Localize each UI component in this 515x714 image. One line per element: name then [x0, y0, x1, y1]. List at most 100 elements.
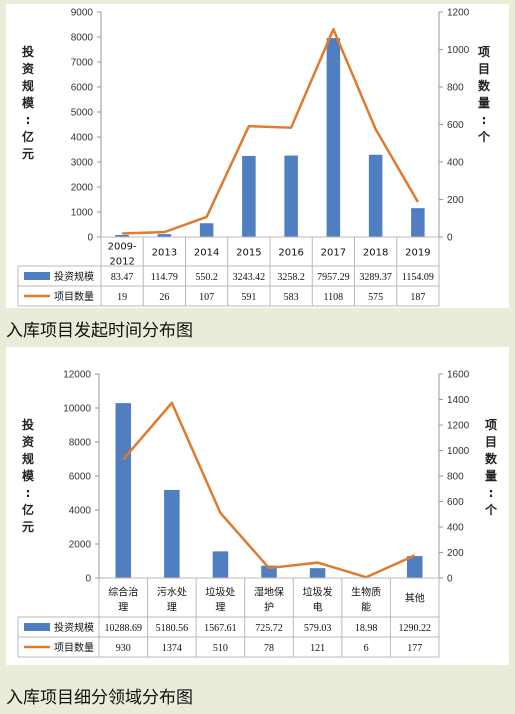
- data-label-line-3: 78: [264, 643, 274, 654]
- chart-panel-time: 0 1000 2000 3000 4000 5000 6000 7000 8000 9000 0 20…: [6, 4, 509, 308]
- y2-tick-label: 1600: [447, 370, 470, 381]
- data-label-bar-1: 5180.56: [156, 623, 189, 634]
- y-axis-title-text: 投资规模:亿元: [22, 417, 35, 534]
- y2-axis-title-text: 项目数量:个: [484, 418, 498, 517]
- y-tick-label: 3000: [71, 158, 94, 169]
- caption-time-distribution: 入库项目发起时间分布图: [6, 321, 193, 341]
- data-label-line-4: 583: [284, 292, 299, 303]
- y-tick-label: 0: [87, 233, 93, 244]
- legend-label-line: 项目数量: [54, 641, 94, 654]
- y-tick-label: 9000: [71, 8, 94, 19]
- data-label-bar-2: 550.2: [195, 272, 218, 283]
- y-tick-label: 6000: [71, 83, 94, 94]
- y-tick-label: 4000: [69, 506, 92, 517]
- data-label-line-0: 19: [117, 292, 127, 303]
- y-axis-title: 投资规模:亿元: [22, 417, 35, 534]
- y-tick-label: 2000: [69, 540, 92, 551]
- y2-tick-label: 200: [447, 195, 464, 206]
- chart-domain-distribution: 0 2000 4000 6000 8000 10000 12000 0 200 400 600 800…: [17, 370, 498, 658]
- data-label-line-5: 6: [364, 643, 369, 654]
- y-tick-label: 5000: [71, 108, 94, 119]
- y2-tick-label: 600: [447, 120, 464, 131]
- y2-tick-label: 1000: [447, 446, 470, 457]
- bar-2: [212, 551, 229, 578]
- data-label-line-2: 510: [213, 643, 228, 654]
- y-tick-label: 12000: [63, 370, 91, 381]
- y2-tick-label: 400: [447, 523, 464, 534]
- legend-label-bar: 投资规模: [54, 270, 94, 283]
- data-label-line-4: 121: [310, 643, 325, 654]
- y-tick-label: 8000: [71, 33, 94, 44]
- bar-6: [368, 154, 383, 237]
- legend-swatch-bar: [24, 623, 50, 631]
- data-label-line-2: 107: [199, 292, 214, 303]
- y2-tick-label: 200: [447, 548, 464, 559]
- data-label-bar-4: 579.03: [304, 623, 332, 634]
- category-label-4: 垃圾发电: [303, 586, 333, 614]
- y-axis-title: 投资规模:亿元: [22, 44, 35, 161]
- bar-4: [284, 155, 298, 237]
- y2-axis-title: 项目数量:个: [477, 45, 491, 144]
- y2-axis-title-text: 项目数量:个: [477, 45, 491, 144]
- y2-tick-label: 1200: [447, 421, 470, 432]
- data-label-bar-7: 1154.09: [402, 272, 434, 283]
- data-label-bar-2: 1567.61: [204, 623, 237, 634]
- category-label-3: 湿地保护: [254, 586, 284, 614]
- bar-1: [164, 489, 180, 578]
- bar-3: [242, 155, 256, 237]
- y2-tick-label: 800: [447, 83, 464, 94]
- chart-time-distribution: 0 1000 2000 3000 4000 5000 6000 7000 8000 9000 0 20…: [17, 8, 491, 307]
- bar-5: [326, 38, 341, 237]
- y-axis-title-text: 投资规模:亿元: [22, 44, 35, 161]
- data-label-line-6: 177: [407, 643, 422, 654]
- y-tick-label: 1000: [71, 208, 94, 219]
- bar-0: [115, 403, 132, 578]
- y2-tick-label: 0: [447, 233, 453, 244]
- data-label-bar-5: 7957.29: [317, 272, 350, 283]
- y-tick-label: 8000: [69, 438, 92, 449]
- y-tick-label: 0: [85, 574, 91, 585]
- y2-tick-label: 1200: [447, 8, 470, 19]
- category-label-6: 2018: [363, 248, 388, 259]
- data-label-line-1: 1374: [162, 643, 182, 654]
- y2-tick-label: 400: [447, 158, 464, 169]
- category-label-5: 2017: [321, 248, 346, 259]
- data-label-bar-0: 83.47: [111, 272, 134, 283]
- category-label-6: 其他: [405, 592, 425, 605]
- chart-panel-domain: 0 2000 4000 6000 8000 10000 12000 0 200 400 600 800…: [6, 347, 509, 665]
- category-label-5: 生物质能: [351, 586, 381, 614]
- data-label-line-7: 187: [410, 292, 425, 303]
- bar-2: [199, 223, 214, 237]
- y2-tick-label: 1400: [447, 395, 470, 406]
- bar-4: [309, 568, 326, 578]
- y-tick-label: 4000: [71, 133, 94, 144]
- y2-tick-label: 800: [447, 472, 464, 483]
- data-label-bar-6: 3289.37: [359, 272, 392, 283]
- data-label-line-1: 26: [159, 292, 169, 303]
- data-label-line-6: 575: [368, 292, 383, 303]
- category-label-0: 综合治理: [108, 586, 138, 614]
- category-label-3: 2015: [236, 248, 261, 259]
- category-label-4: 2016: [278, 248, 303, 259]
- data-label-bar-6: 1290.22: [398, 623, 431, 634]
- category-label-0: 2009-2012: [108, 242, 137, 268]
- bar-6: [406, 556, 423, 578]
- y-tick-label: 6000: [69, 472, 92, 483]
- category-label-1: 2013: [152, 248, 177, 259]
- legend-label-line: 项目数量: [54, 290, 94, 303]
- y2-axis-title: 项目数量:个: [484, 418, 498, 517]
- category-label-2: 垃圾处理: [205, 586, 235, 614]
- data-label-bar-3: 725.72: [255, 623, 283, 634]
- data-label-line-5: 1108: [324, 292, 344, 303]
- bar-0: [115, 234, 129, 237]
- data-label-line-0: 930: [116, 643, 131, 654]
- line-series-count: [122, 28, 419, 235]
- legend-label-bar: 投资规模: [54, 621, 94, 634]
- category-label-7: 2019: [405, 248, 430, 259]
- y-tick-label: 10000: [63, 404, 91, 415]
- category-label-1: 污水处理: [157, 587, 187, 614]
- bar-7: [411, 208, 425, 237]
- data-label-line-3: 591: [241, 292, 256, 303]
- y-tick-label: 7000: [71, 58, 94, 69]
- data-label-bar-3: 3243.42: [233, 272, 266, 283]
